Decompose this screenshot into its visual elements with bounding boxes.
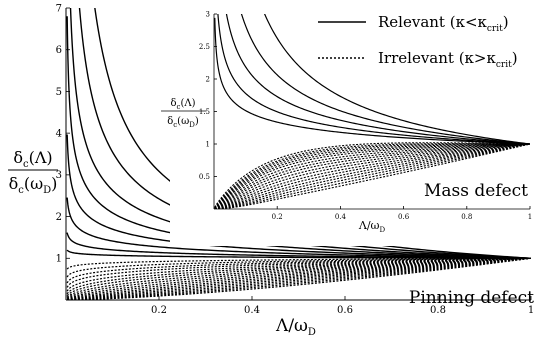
inset-irrelevant-curve — [214, 143, 530, 209]
y-tick-label: 6 — [56, 45, 62, 56]
y-tick-label: 3 — [206, 10, 210, 18]
inset-irrelevant-curve — [214, 143, 530, 209]
svg-text:δc(ωD): δc(ωD) — [167, 116, 199, 129]
x-tick-label: 0.6 — [398, 213, 410, 221]
main-x-ticks: 0.2 0.4 0.6 0.8 1 — [151, 296, 534, 316]
irrelevant-curve — [66, 257, 531, 297]
irrelevant-curve — [66, 257, 531, 278]
x-tick-label: 1 — [528, 213, 532, 221]
y-tick-label: 2 — [206, 75, 210, 83]
inset-relevant-curve — [225, 14, 530, 145]
irrelevant-curve — [67, 257, 531, 300]
main-x-axis-label: Λ/ωD — [275, 316, 316, 338]
inset-relevant-curve — [263, 14, 530, 145]
inset-irrelevant-curve — [214, 142, 530, 208]
inset-plot: 0.2 0.4 0.6 0.8 1 0.5 1 1.5 2 2.5 3 Λ/ωD δc(Λ) δc… — [161, 8, 536, 246]
y-tick-label: 4 — [56, 128, 62, 139]
x-tick-label: 0.6 — [337, 305, 353, 316]
inset-y-ticks: 0.5 1 1.5 2 2.5 3 — [199, 10, 217, 181]
inset-irrelevant-curve — [214, 143, 530, 209]
main-y-ticks: 1 2 3 4 5 6 7 — [56, 3, 70, 265]
y-tick-label: 1.5 — [199, 108, 210, 116]
legend-item-irrelevant: Irrelevant (κ>κcrit) — [318, 49, 518, 70]
irrelevant-curve — [66, 257, 531, 300]
irrelevant-curve — [66, 257, 531, 288]
x-tick-label: 1 — [528, 305, 534, 316]
inset-irrelevant-curve — [214, 143, 530, 209]
inset-irrelevant-curve — [214, 143, 530, 209]
x-tick-label: 0.4 — [244, 305, 260, 316]
inset-irrelevant-curve — [214, 143, 530, 209]
svg-text:Relevant (κ<κcrit): Relevant (κ<κcrit) — [378, 13, 509, 34]
y-tick-label: 1 — [56, 254, 62, 265]
legend-item-relevant: Relevant (κ<κcrit) — [318, 13, 509, 34]
y-tick-label: 2 — [56, 212, 62, 223]
irrelevant-curve — [66, 257, 531, 300]
svg-text:Irrelevant (κ>κcrit): Irrelevant (κ>κcrit) — [378, 49, 518, 70]
inset-irrelevant-curve — [214, 143, 530, 209]
inset-x-ticks: 0.2 0.4 0.6 0.8 1 — [272, 206, 532, 221]
inset-irrelevant-curve — [214, 143, 530, 209]
inset-irrelevant-curve — [214, 143, 530, 209]
irrelevant-curve — [67, 257, 531, 300]
y-tick-label: 7 — [56, 3, 62, 14]
legend: Relevant (κ<κcrit) Irrelevant (κ>κcrit) — [318, 13, 518, 70]
inset-x-axis-label: Λ/ωD — [358, 219, 386, 234]
relevant-curve — [66, 249, 531, 259]
inset-relevant-curve — [214, 17, 530, 145]
svg-text:δc(Λ): δc(Λ) — [171, 98, 196, 111]
relevant-curve — [66, 197, 531, 259]
pinning-defect-label: Pinning defect — [409, 288, 534, 308]
y-tick-label: 2.5 — [199, 43, 210, 51]
x-tick-label: 0.8 — [430, 305, 446, 316]
irrelevant-curve — [66, 257, 531, 298]
mass-defect-label: Mass defect — [424, 181, 528, 201]
x-tick-label: 0.2 — [272, 213, 283, 221]
x-tick-label: 0.2 — [151, 305, 167, 316]
inset-irrelevant-curve — [214, 143, 530, 209]
irrelevant-curve — [67, 257, 531, 300]
irrelevant-curve — [66, 257, 531, 292]
irrelevant-curve — [66, 257, 531, 295]
main-y-axis-label: δc(Λ) δc(ωD) — [8, 148, 58, 196]
main-curves — [66, 8, 531, 300]
inset-relevant-curve — [217, 14, 530, 145]
inset-y-axis-label: δc(Λ) δc(ωD) — [161, 98, 206, 129]
irrelevant-curve — [66, 257, 531, 270]
svg-text:δc(ωD): δc(ωD) — [9, 174, 58, 196]
inset-irrelevant-curve — [214, 143, 530, 209]
x-tick-label: 0.8 — [461, 213, 472, 221]
y-tick-label: 5 — [56, 87, 62, 98]
inset-relevant-curve — [240, 14, 530, 145]
svg-text:δc(Λ): δc(Λ) — [13, 148, 52, 170]
irrelevant-curve — [66, 257, 531, 299]
relevant-curve — [66, 134, 531, 259]
y-tick-label: 0.5 — [199, 173, 210, 181]
x-tick-label: 0.4 — [335, 213, 347, 221]
inset-irrelevant-curve — [214, 143, 530, 209]
inset-irrelevant-curve — [214, 143, 530, 209]
inset-curves — [214, 14, 530, 209]
inset-irrelevant-curve — [214, 143, 530, 209]
y-tick-label: 3 — [56, 170, 62, 181]
y-tick-label: 1 — [206, 140, 210, 148]
